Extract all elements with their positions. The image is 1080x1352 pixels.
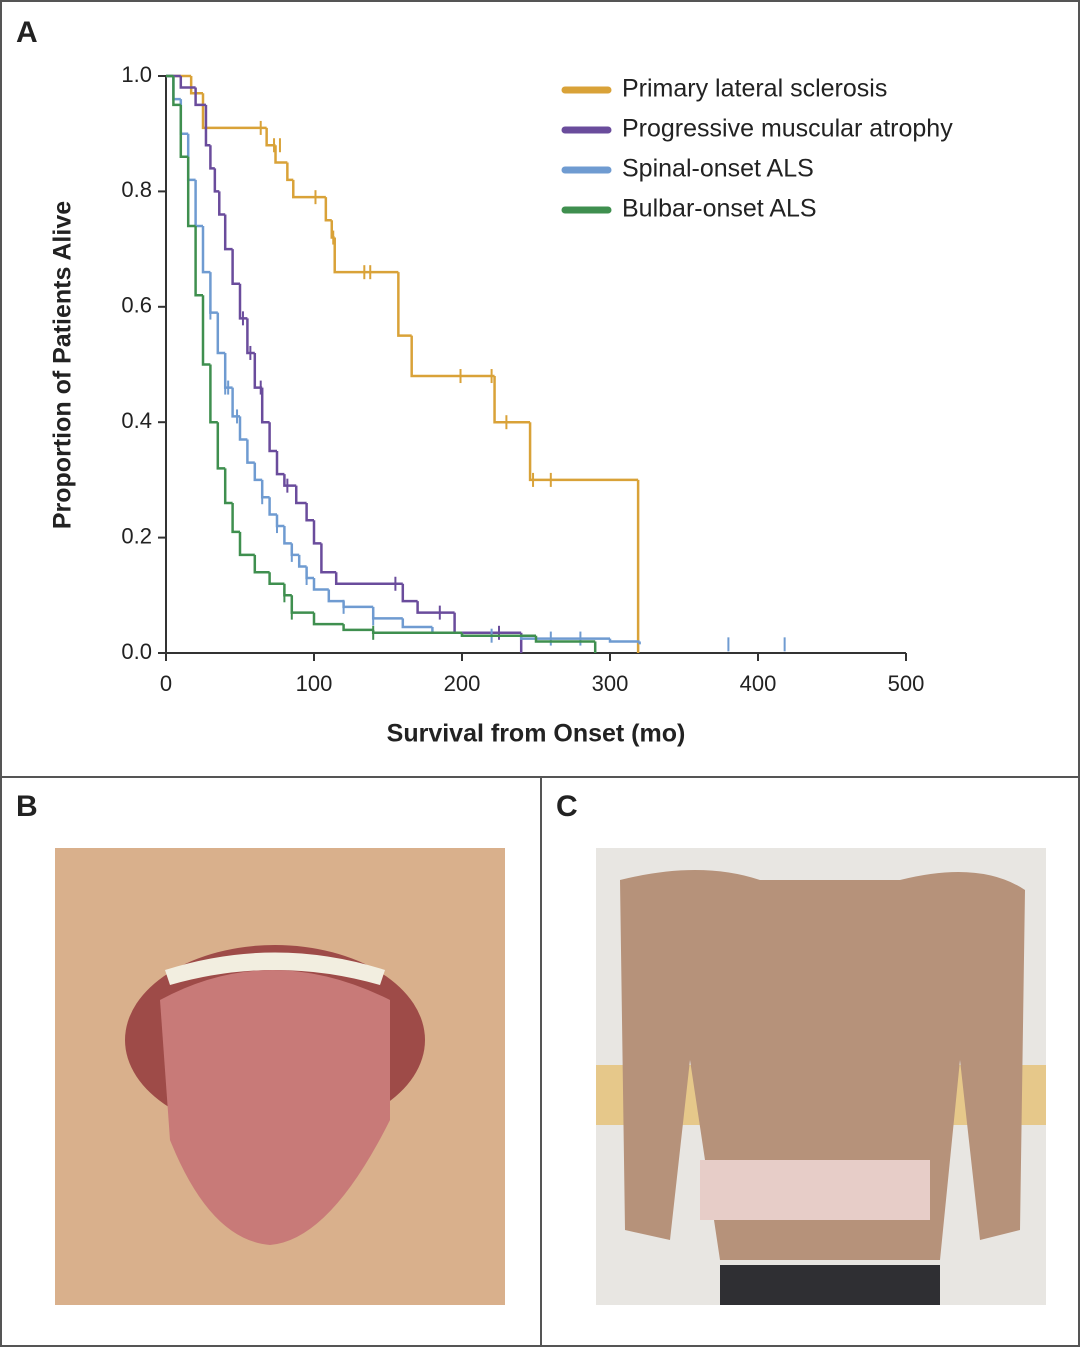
survival-step (283, 526, 292, 545)
survival-step (231, 249, 240, 285)
survival-step (401, 618, 433, 629)
survival-step (283, 474, 297, 487)
y-tick-label: 0.0 (121, 639, 152, 664)
photo-mouth (55, 848, 505, 1305)
legend-label: Bulbar-onset ALS (622, 195, 817, 223)
survival-step (172, 76, 181, 107)
survival-step (608, 638, 640, 643)
survival-step (534, 635, 596, 643)
survival-step (265, 127, 276, 147)
x-tick-label: 100 (296, 671, 333, 696)
y-tick-label: 0.8 (121, 177, 152, 202)
survival-step (209, 145, 215, 170)
x-tick-label: 0 (160, 671, 172, 696)
survival-step (179, 76, 196, 89)
survival-step (186, 156, 196, 228)
survival-step (410, 335, 495, 378)
photo-torso (596, 848, 1046, 1305)
survival-step (312, 577, 329, 591)
survival-step (275, 514, 285, 528)
survival-step (334, 572, 403, 586)
survival-step (253, 554, 270, 574)
survival-step (209, 272, 218, 314)
x-tick-label: 200 (444, 671, 481, 696)
survival-step (189, 76, 203, 95)
y-tick-label: 0.6 (121, 293, 152, 318)
survival-step (401, 583, 418, 603)
survival-step (216, 422, 226, 470)
survival-step (238, 531, 255, 557)
survival-step (268, 422, 277, 453)
x-tick-label: 500 (888, 671, 925, 696)
survival-step (218, 191, 226, 216)
survival-step (179, 104, 189, 159)
survival-step (231, 502, 240, 534)
survival-step (333, 237, 399, 274)
survival-step (283, 583, 292, 597)
panel-label: C (556, 790, 578, 823)
survival-step (320, 543, 337, 574)
survival-step (290, 595, 314, 614)
survival-step (371, 629, 462, 635)
survival-step (268, 572, 285, 586)
survival-step (253, 462, 263, 482)
survival-step (194, 226, 203, 297)
survival-step (312, 612, 344, 626)
legend-label: Spinal-onset ALS (622, 155, 814, 183)
survival-step (238, 283, 248, 320)
x-tick-label: 400 (740, 671, 777, 696)
survival-step (397, 272, 412, 337)
survival-step (201, 226, 211, 274)
survival-step (297, 554, 307, 568)
x-tick-label: 300 (592, 671, 629, 696)
survival-step (260, 387, 270, 424)
survival-step (371, 606, 403, 620)
survival-step (290, 543, 300, 557)
survival-step (246, 439, 255, 464)
panel-c-frame (540, 776, 1080, 1347)
survival-step (216, 312, 226, 355)
survival-step (324, 197, 332, 222)
survival-step (416, 601, 455, 614)
survival-step (327, 589, 344, 603)
survival-step (294, 485, 307, 505)
survival-step (268, 497, 277, 516)
survival-step (223, 214, 233, 251)
survival-step (460, 632, 536, 637)
survival-step (286, 162, 294, 182)
survival-step (204, 104, 211, 147)
survival-step (275, 451, 285, 476)
y-tick-label: 0.4 (121, 408, 152, 433)
survival-step (223, 468, 233, 505)
survival-step (342, 601, 374, 609)
y-axis-label: Proportion of Patients Alive (49, 201, 77, 529)
survival-step (342, 624, 374, 632)
legend-label: Primary lateral sclerosis (622, 75, 887, 103)
panel-label: A (16, 16, 38, 49)
survival-step (274, 145, 288, 164)
x-axis-label: Survival from Onset (mo) (387, 720, 686, 748)
survival-step (201, 93, 267, 130)
survival-step (246, 318, 255, 355)
survival-step (493, 376, 531, 424)
survival-step (194, 179, 203, 228)
survival-step (312, 520, 322, 545)
survival-step (260, 479, 270, 499)
survival-step (453, 612, 522, 635)
survival-step (194, 87, 206, 107)
y-tick-label: 0.2 (121, 523, 152, 548)
panel-label: B (16, 790, 38, 823)
survival-step (305, 566, 314, 580)
survival-step (305, 502, 314, 522)
y-tick-label: 1.0 (121, 62, 152, 87)
survival-step (213, 168, 220, 193)
legend-label: Progressive muscular atrophy (622, 115, 953, 143)
survival-step (201, 295, 211, 366)
survival-step (528, 422, 639, 482)
survival-step (209, 364, 218, 424)
survival-step (292, 179, 326, 199)
survival-step (238, 416, 248, 441)
